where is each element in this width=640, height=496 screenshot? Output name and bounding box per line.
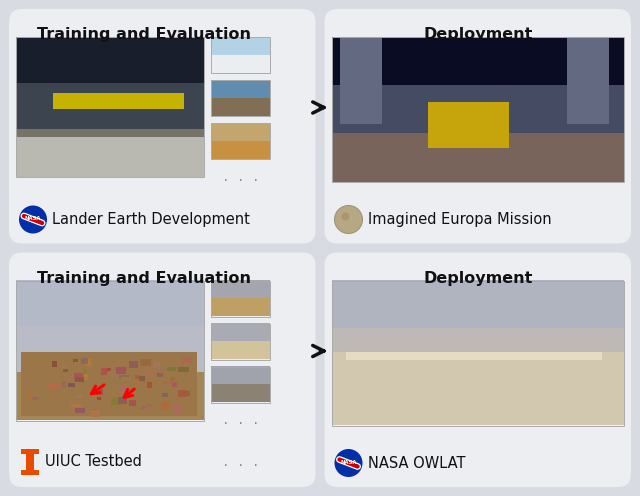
Text: Imagined Europa Mission: Imagined Europa Mission (367, 212, 551, 227)
Bar (211, 323, 270, 360)
Text: NASA OWLAT: NASA OWLAT (367, 455, 465, 471)
Text: Training and Evaluation: Training and Evaluation (37, 27, 251, 42)
Bar (16, 37, 204, 177)
Text: UIUC Testbed: UIUC Testbed (45, 454, 142, 470)
Text: NASA: NASA (340, 460, 356, 465)
FancyBboxPatch shape (324, 252, 631, 487)
FancyBboxPatch shape (9, 9, 316, 244)
Circle shape (342, 212, 349, 221)
Bar (21, 449, 39, 454)
Text: Deployment: Deployment (423, 270, 532, 286)
Text: . . .: . . . (221, 455, 259, 469)
Bar (211, 281, 270, 316)
FancyBboxPatch shape (324, 9, 631, 244)
Circle shape (335, 449, 362, 477)
Bar (26, 454, 34, 470)
Bar (332, 37, 623, 182)
Bar (211, 367, 270, 402)
Text: . . .: . . . (221, 171, 259, 184)
Bar (211, 37, 270, 73)
Text: . . .: . . . (221, 415, 259, 428)
Bar (16, 281, 204, 421)
Text: Deployment: Deployment (423, 27, 532, 42)
Bar (211, 80, 270, 116)
Bar (332, 281, 623, 426)
Text: Training and Evaluation: Training and Evaluation (37, 270, 251, 286)
Bar (21, 470, 39, 475)
Circle shape (335, 205, 362, 234)
Bar (211, 123, 270, 159)
Circle shape (19, 205, 47, 234)
Text: Lander Earth Development: Lander Earth Development (52, 212, 250, 227)
Text: NASA: NASA (25, 216, 41, 221)
FancyBboxPatch shape (9, 252, 316, 487)
